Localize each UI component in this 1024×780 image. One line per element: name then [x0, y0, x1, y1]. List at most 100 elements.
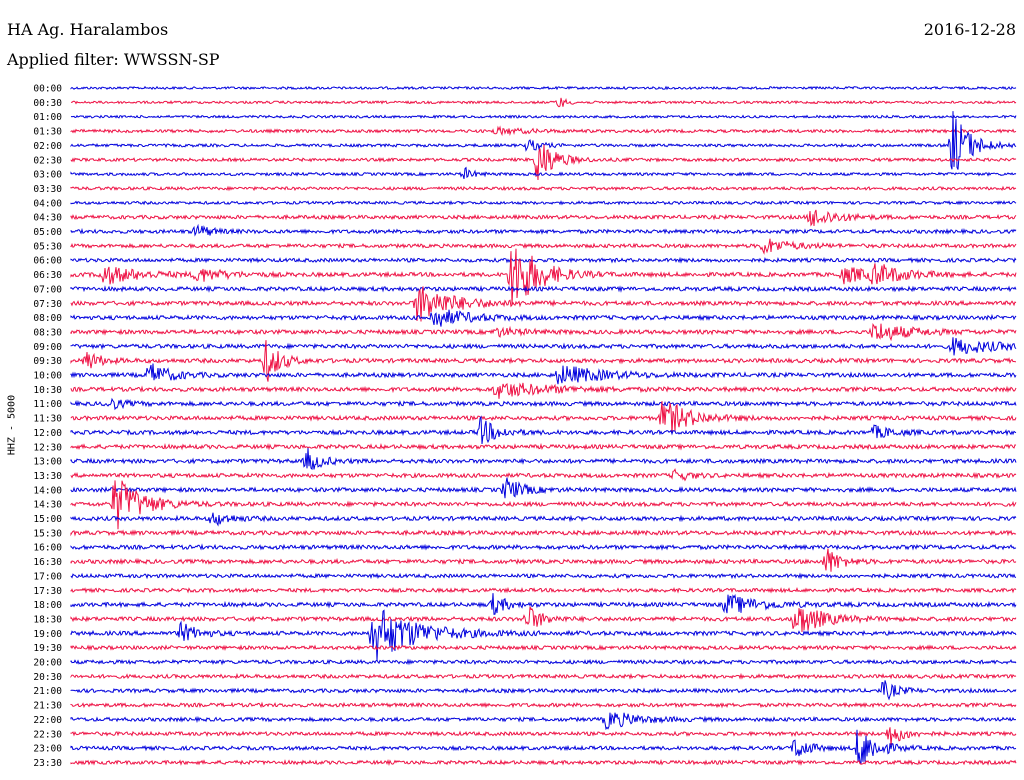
- trace-1730: [70, 586, 1017, 594]
- row-label-1130: 11:30: [33, 414, 62, 425]
- row-label-0830: 08:30: [33, 327, 62, 338]
- row-label-2130: 21:30: [33, 701, 62, 712]
- trace-0930: [70, 340, 1017, 382]
- row-label-0230: 02:30: [33, 155, 62, 166]
- station-title: HA Ag. Haralambos: [7, 20, 169, 39]
- trace-0900: [70, 337, 1017, 356]
- row-label-0400: 04:00: [33, 198, 62, 209]
- row-label-2000: 20:00: [33, 658, 62, 669]
- row-label-2300: 23:00: [33, 744, 62, 755]
- row-label-1930: 19:30: [33, 643, 62, 654]
- trace-0430: [70, 209, 1017, 227]
- trace-2030: [70, 672, 1017, 680]
- row-label-1000: 10:00: [33, 371, 62, 382]
- row-label-1030: 10:30: [33, 385, 62, 396]
- trace-0530: [70, 238, 1017, 255]
- row-label-2200: 22:00: [33, 715, 62, 726]
- row-label-1800: 18:00: [33, 600, 62, 611]
- trace-1330: [70, 468, 1017, 482]
- row-label-1700: 17:00: [33, 571, 62, 582]
- trace-1900: [70, 609, 1017, 661]
- trace-1830: [70, 606, 1017, 633]
- row-label-1600: 16:00: [33, 543, 62, 554]
- row-label-0300: 03:00: [33, 170, 62, 181]
- trace-2230: [70, 727, 1017, 746]
- trace-1800: [70, 593, 1017, 615]
- row-label-1400: 14:00: [33, 485, 62, 496]
- trace-1030: [70, 382, 1017, 399]
- filter-label: Applied filter: WWSSN-SP: [7, 50, 220, 69]
- trace-0130: [70, 125, 1017, 137]
- trace-1430: [70, 480, 1017, 530]
- trace-1130: [70, 401, 1017, 434]
- row-label-1730: 17:30: [33, 586, 62, 597]
- trace-1230: [70, 442, 1017, 451]
- trace-2100: [70, 680, 1017, 701]
- row-label-2230: 22:30: [33, 729, 62, 740]
- row-label-0500: 05:00: [33, 227, 62, 238]
- trace-2000: [70, 658, 1017, 666]
- trace-0100: [70, 114, 1017, 120]
- row-label-0600: 06:00: [33, 256, 62, 267]
- row-label-1300: 13:00: [33, 457, 62, 468]
- trace-0200: [70, 111, 1017, 170]
- trace-0400: [70, 200, 1017, 206]
- trace-1630: [70, 548, 1017, 572]
- trace-0330: [70, 185, 1017, 192]
- row-label-1530: 15:30: [33, 528, 62, 539]
- trace-0630: [70, 248, 1017, 306]
- row-label-2030: 20:30: [33, 672, 62, 683]
- trace-1100: [70, 397, 1017, 411]
- trace-2130: [70, 701, 1017, 709]
- trace-0800: [70, 309, 1017, 327]
- row-label-0330: 03:30: [33, 184, 62, 195]
- trace-0030: [70, 97, 1017, 108]
- trace-0730: [70, 286, 1017, 322]
- row-label-1630: 16:30: [33, 557, 62, 568]
- trace-1500: [70, 512, 1017, 527]
- row-label-0930: 09:30: [33, 356, 62, 367]
- trace-0000: [70, 85, 1017, 91]
- row-label-1430: 14:30: [33, 500, 62, 511]
- row-label-0730: 07:30: [33, 299, 62, 310]
- row-label-1500: 15:00: [33, 514, 62, 525]
- trace-1530: [70, 529, 1017, 537]
- row-label-1100: 11:00: [33, 399, 62, 410]
- row-label-2100: 21:00: [33, 686, 62, 697]
- row-label-1200: 12:00: [33, 428, 62, 439]
- date-label: 2016-12-28: [923, 20, 1016, 39]
- trace-2200: [70, 712, 1016, 731]
- row-label-0700: 07:00: [33, 284, 62, 295]
- row-label-0000: 00:00: [33, 84, 62, 95]
- row-label-0430: 04:30: [33, 213, 62, 224]
- trace-1300: [70, 448, 1017, 471]
- trace-2300: [70, 729, 1017, 765]
- row-label-0100: 01:00: [33, 112, 62, 123]
- seismic-traces: [70, 85, 1017, 766]
- trace-1700: [70, 572, 1017, 580]
- trace-2330: [70, 758, 1017, 766]
- row-label-0630: 06:30: [33, 270, 62, 281]
- trace-1400: [70, 477, 1017, 499]
- trace-0830: [70, 323, 1017, 342]
- trace-1000: [70, 363, 1017, 385]
- trace-1930: [70, 644, 1017, 652]
- trace-1600: [70, 543, 1017, 551]
- row-label-1230: 12:30: [33, 442, 62, 453]
- row-labels: 00:00 00:30 01:00 01:30 02:00 02:30 03:00 03:30…: [33, 84, 62, 769]
- row-label-0200: 02:00: [33, 141, 62, 152]
- row-label-0900: 09:00: [33, 342, 62, 353]
- row-label-0530: 05:30: [33, 241, 62, 252]
- row-label-2330: 23:30: [33, 758, 62, 769]
- trace-0230: [70, 144, 1017, 181]
- trace-1200: [70, 415, 1017, 445]
- trace-0300: [70, 166, 1017, 180]
- row-label-0030: 00:30: [33, 98, 62, 109]
- row-label-0800: 08:00: [33, 313, 62, 324]
- row-label-0130: 01:30: [33, 127, 62, 138]
- row-label-1830: 18:30: [33, 614, 62, 625]
- trace-0600: [70, 256, 1017, 264]
- row-label-1330: 13:30: [33, 471, 62, 482]
- trace-0500: [70, 223, 1017, 237]
